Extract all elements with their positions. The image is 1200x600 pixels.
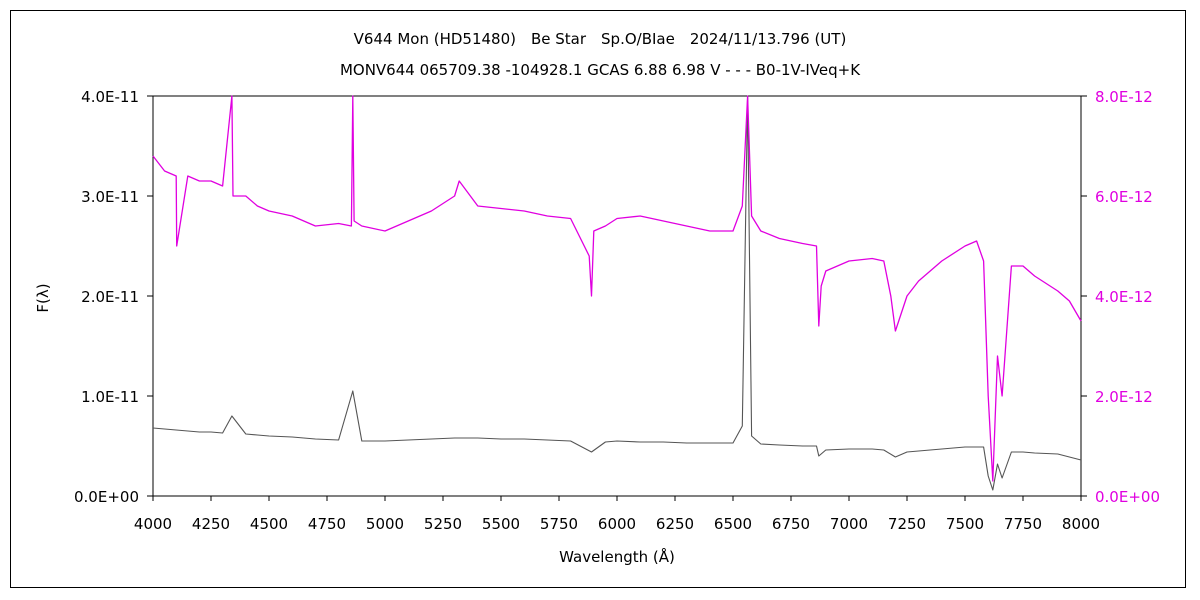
- y-left-tick-label: 4.0E-11: [81, 88, 139, 106]
- axis-layer: 4000 4250 4500 4750 5000 5250 5500 5750 6000 6250…: [74, 88, 1160, 533]
- x-tick-label: 7750: [1004, 515, 1042, 533]
- x-tick-label: 8000: [1062, 515, 1100, 533]
- x-tick-label: 6000: [598, 515, 636, 533]
- x-tick-label: 6750: [772, 515, 810, 533]
- y-right-tick-label: 4.0E-12: [1095, 288, 1153, 306]
- chart-frame: [10, 10, 1186, 588]
- x-tick-label: 4250: [192, 515, 230, 533]
- x-tick-label: 5250: [424, 515, 462, 533]
- x-tick-label: 7500: [946, 515, 984, 533]
- series-left-axis-line: [152, 95, 1082, 491]
- x-tick-label: 4500: [250, 515, 288, 533]
- series-layer: [152, 95, 1082, 491]
- x-tick-label: 4000: [134, 515, 172, 533]
- x-tick-label: 4750: [308, 515, 346, 533]
- x-tick-label: 5750: [540, 515, 578, 533]
- y-right-tick-label: 0.0E+00: [1095, 488, 1160, 506]
- x-tick-label: 5000: [366, 515, 404, 533]
- x-tick-label: 5500: [482, 515, 520, 533]
- y-right-tick-label: 6.0E-12: [1095, 188, 1153, 206]
- y-left-tick-label: 2.0E-11: [81, 288, 139, 306]
- x-axis-label: Wavelength (Å): [559, 547, 675, 566]
- series-right-axis-line: [152, 95, 1082, 482]
- y-left-tick-label: 1.0E-11: [81, 388, 139, 406]
- x-tick-label: 6500: [714, 515, 752, 533]
- x-tick-label: 6250: [656, 515, 694, 533]
- y-left-tick-label: 3.0E-11: [81, 188, 139, 206]
- x-tick-label: 7000: [830, 515, 868, 533]
- x-tick-label: 7250: [888, 515, 926, 533]
- plot-area: [152, 95, 1082, 497]
- y-right-tick-label: 8.0E-12: [1095, 88, 1153, 106]
- chart-title: V644 Mon (HD51480) Be Star Sp.O/BIae 202…: [354, 30, 847, 48]
- y-right-tick-label: 2.0E-12: [1095, 388, 1153, 406]
- y-left-tick-label: 0.0E+00: [74, 488, 139, 506]
- y-axis-label: F(λ): [34, 283, 52, 312]
- chart-subtitle: MONV644 065709.38 -104928.1 GCAS 6.88 6.…: [340, 61, 861, 79]
